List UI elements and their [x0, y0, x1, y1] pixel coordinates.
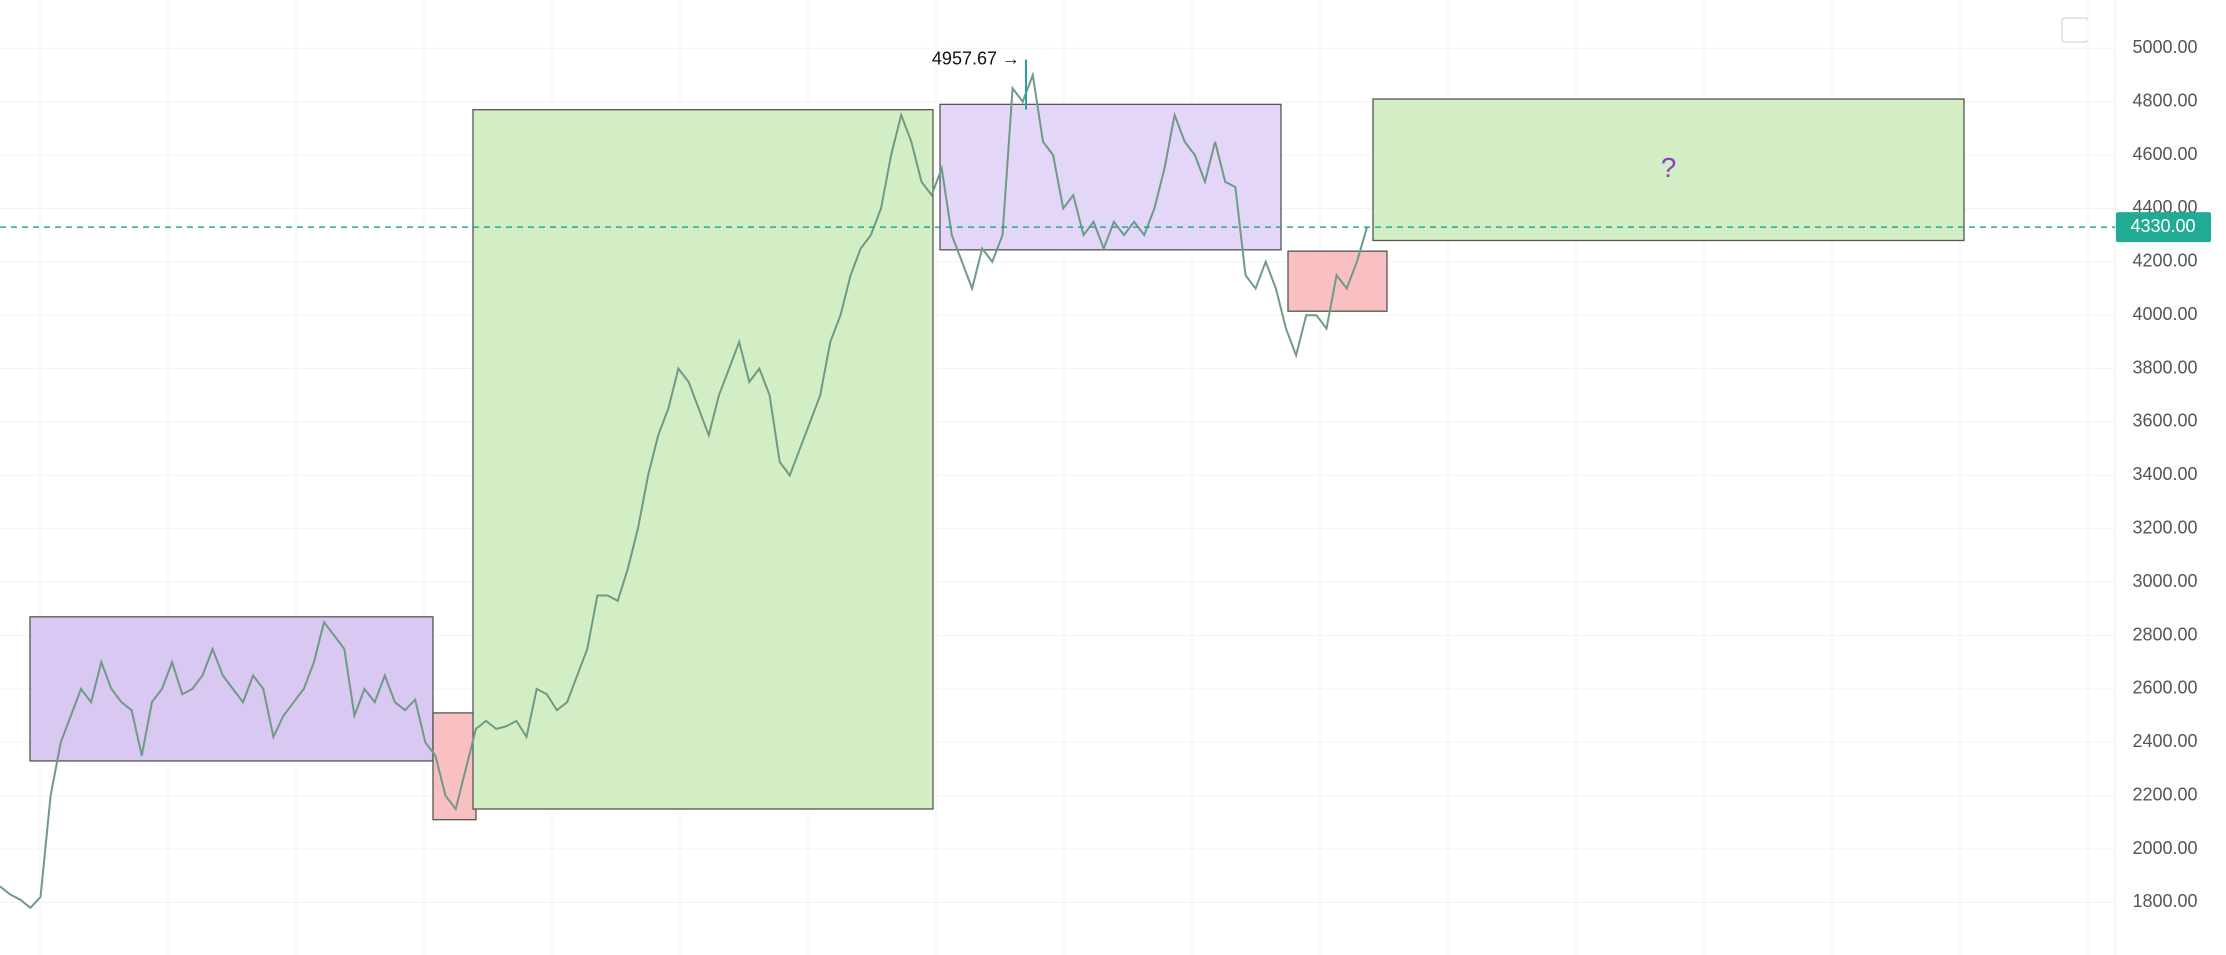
- y-tick-label: 4800.00: [2132, 90, 2197, 110]
- y-tick-label: 3000.00: [2132, 571, 2197, 591]
- zone-box: [1372, 98, 1965, 242]
- zone-label: ?: [1661, 152, 1677, 183]
- y-tick-label: 5000.00: [2132, 37, 2197, 57]
- y-tick-label: 3200.00: [2132, 517, 2197, 537]
- zone-box: [29, 616, 434, 762]
- y-tick-label: 2800.00: [2132, 624, 2197, 644]
- zone-box: [432, 712, 477, 821]
- y-tick-label: 2400.00: [2132, 731, 2197, 751]
- last-price-box: [2116, 212, 2211, 243]
- y-tick-label: 2000.00: [2132, 838, 2197, 858]
- y-tick-label: 4000.00: [2132, 304, 2197, 324]
- y-tick-label: 1800.00: [2132, 891, 2197, 911]
- high-marker-label: 4957.67 →: [932, 48, 1020, 68]
- y-tick-label: 2600.00: [2132, 678, 2197, 698]
- y-tick-label: 3400.00: [2132, 464, 2197, 484]
- price-line: [0, 71, 1368, 910]
- y-tick-label: 3600.00: [2132, 411, 2197, 431]
- last-price-label: 4330.00: [2130, 216, 2195, 236]
- y-tick-label: 4600.00: [2132, 144, 2197, 164]
- y-tick-label: 2200.00: [2132, 784, 2197, 804]
- zone-box: [472, 109, 934, 810]
- y-tick-label: 3800.00: [2132, 357, 2197, 377]
- y-tick-label: 4200.00: [2132, 251, 2197, 271]
- zone-box: [1287, 250, 1388, 312]
